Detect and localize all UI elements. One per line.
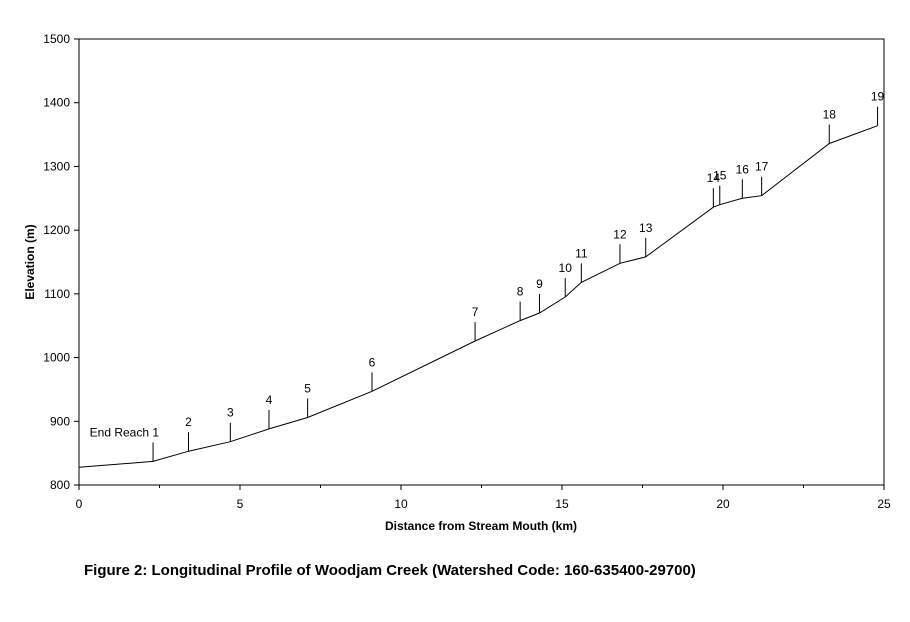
x-tick-label: 20	[716, 497, 730, 511]
reach-marker-label: 16	[736, 162, 750, 176]
y-tick-label: 1200	[43, 223, 70, 237]
reach-marker-label: 3	[227, 406, 234, 420]
reach-marker-label: 5	[304, 381, 311, 395]
reach-marker-label: 8	[517, 285, 524, 299]
y-tick-label: 900	[50, 414, 70, 428]
y-axis-title: Elevation (m)	[23, 224, 37, 299]
profile-line	[78, 125, 878, 468]
y-tick-label: 1100	[44, 287, 70, 301]
x-tick-label: 10	[394, 497, 408, 511]
reach-marker-label: 6	[369, 355, 376, 369]
y-tick-label: 800	[50, 478, 70, 492]
reach-marker-label: 19	[871, 90, 885, 104]
reach-marker-label: 12	[613, 227, 627, 241]
reach-marker-label: End Reach 1	[90, 425, 160, 439]
x-tick-label: 0	[76, 497, 83, 511]
y-tick-label: 1400	[43, 96, 70, 110]
reach-marker-label: 14	[707, 171, 721, 185]
x-tick-label: 15	[555, 497, 569, 511]
x-tick-label: 5	[237, 497, 244, 511]
reach-marker-label: 18	[823, 107, 837, 121]
reach-marker-label: 4	[266, 393, 273, 407]
reach-marker-label: 9	[536, 277, 543, 291]
y-tick-label: 1000	[43, 351, 70, 365]
reach-marker-label: 11	[575, 246, 588, 260]
y-axis: 800 900 1000 1100 1200 1300 1400 1500	[43, 32, 79, 492]
x-axis: 0 5 10 15 20 25	[76, 485, 891, 511]
y-tick-label: 1300	[43, 159, 70, 173]
reach-marker-label: 7	[472, 305, 479, 319]
reach-marker-label: 17	[755, 160, 769, 174]
y-tick-label: 1500	[43, 32, 70, 46]
x-tick-label: 25	[877, 497, 891, 511]
reach-marker-label: 10	[559, 261, 573, 275]
plot-area	[78, 38, 885, 486]
reach-marker-label: 13	[639, 221, 653, 235]
figure-caption: Figure 2: Longitudinal Profile of Woodja…	[84, 562, 696, 579]
reach-marker-label: 2	[185, 415, 192, 429]
reach-marker-label: 15	[713, 169, 727, 183]
x-axis-title: Distance from Stream Mouth (km)	[385, 519, 577, 533]
